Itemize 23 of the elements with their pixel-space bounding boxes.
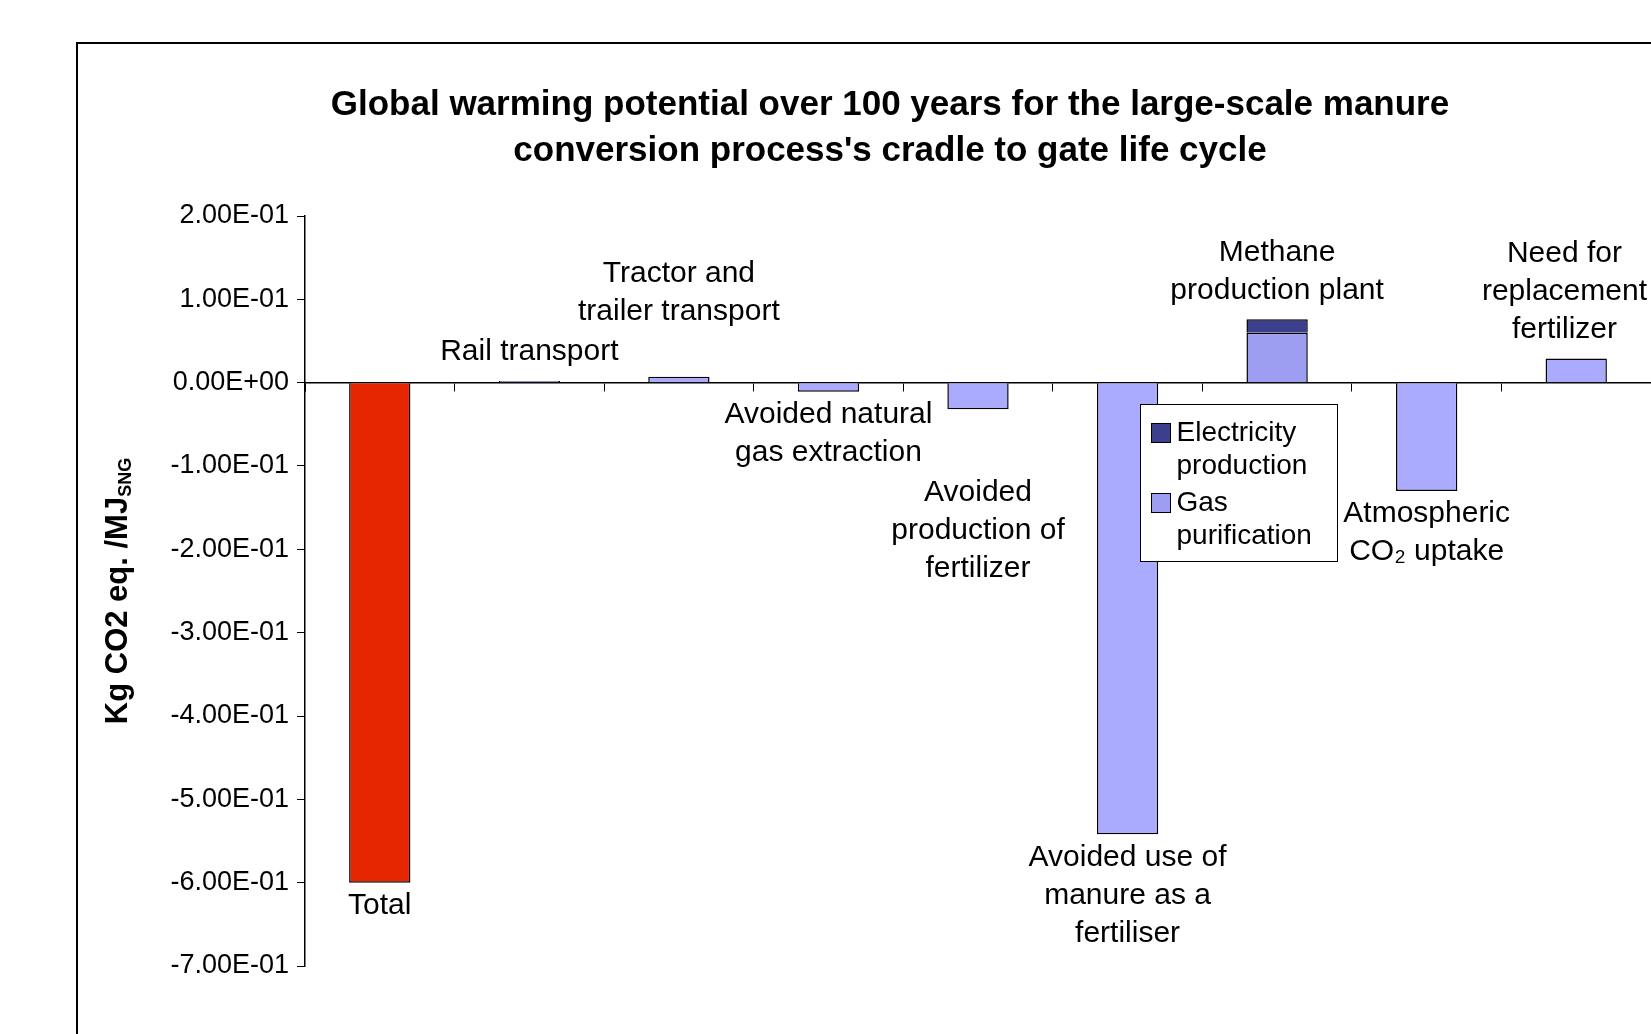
x-tick-label: Atmospheric CO₂ uptake <box>1343 495 1511 567</box>
y-tick-label: -3.00E-01 <box>170 616 289 647</box>
x-tick-label: Need for replacement fertilizer <box>1481 234 1648 344</box>
x-tick-label: Avoided natural gas extraction <box>724 396 933 468</box>
y-tick-label: -2.00E-01 <box>170 532 289 563</box>
y-tick-label: 0.00E+00 <box>172 366 289 397</box>
y-tick-label: -6.00E-01 <box>170 866 289 897</box>
x-tick-label: Methane production plant <box>1170 233 1385 305</box>
y-tick-label: -4.00E-01 <box>170 699 289 730</box>
y-tick-label: -7.00E-01 <box>170 949 289 980</box>
legend-label: Electricity production <box>1176 414 1309 481</box>
x-tick-label: Rail transport <box>440 333 620 367</box>
y-tick-label: 2.00E-01 <box>179 199 289 230</box>
x-tick-label: Avoided production of fertilizer <box>891 474 1066 584</box>
x-tick-label: Total <box>348 886 412 920</box>
y-tick-label: -1.00E-01 <box>170 449 289 480</box>
y-axis-title: Kg CO2 eq. /MJSNG <box>98 457 135 725</box>
y-tick-label: 1.00E-01 <box>179 282 289 313</box>
legend-label: Gas purification <box>1176 484 1313 551</box>
x-tick-label: Tractor and trailer transport <box>578 255 781 327</box>
y-tick-label: -5.00E-01 <box>170 782 289 813</box>
x-tick-label: Avoided use of manure as a fertiliser <box>1028 838 1228 948</box>
chart-title: Global warming potential over 100 years for the large-scale manure conversion process's cradle to gate life cycle <box>329 82 1451 170</box>
